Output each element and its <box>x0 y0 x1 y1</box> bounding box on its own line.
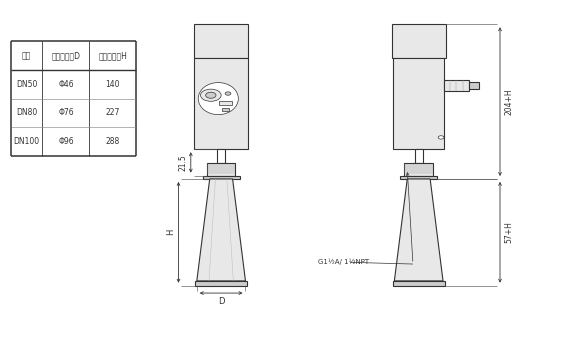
Bar <box>468 82 479 89</box>
Bar <box>393 281 445 286</box>
Bar <box>207 163 235 176</box>
Text: DN100: DN100 <box>14 137 40 146</box>
Polygon shape <box>394 179 443 281</box>
Text: H: H <box>166 229 175 236</box>
Bar <box>194 24 249 58</box>
Text: DN50: DN50 <box>16 80 37 89</box>
Text: 227: 227 <box>106 108 120 117</box>
Bar <box>222 108 229 112</box>
Circle shape <box>205 92 216 98</box>
Ellipse shape <box>198 83 238 115</box>
Text: 57+H: 57+H <box>504 221 513 243</box>
Bar <box>393 58 444 149</box>
Bar <box>414 149 422 163</box>
Bar <box>444 80 468 91</box>
Bar <box>195 281 247 286</box>
Text: DN80: DN80 <box>16 108 37 117</box>
Text: 21.5: 21.5 <box>179 154 187 171</box>
Text: Φ46: Φ46 <box>58 80 74 89</box>
Text: D: D <box>218 297 224 306</box>
Circle shape <box>200 89 221 101</box>
Text: 288: 288 <box>106 137 120 146</box>
Text: G1½A/ 1½NPT: G1½A/ 1½NPT <box>319 259 370 265</box>
Text: 140: 140 <box>106 80 120 89</box>
Polygon shape <box>197 179 246 281</box>
Circle shape <box>438 136 444 139</box>
Text: Φ76: Φ76 <box>58 108 74 117</box>
Bar <box>405 163 433 176</box>
Bar <box>203 176 240 179</box>
Text: Φ96: Φ96 <box>58 137 74 146</box>
Bar <box>391 24 446 58</box>
Text: 喘号口直径D: 喘号口直径D <box>52 51 80 60</box>
Text: 204+H: 204+H <box>504 88 513 115</box>
Bar <box>217 149 225 163</box>
Bar <box>194 58 249 149</box>
Text: 法兰: 法兰 <box>22 51 32 60</box>
Circle shape <box>225 92 231 95</box>
Bar <box>219 101 232 105</box>
Text: 喘号山高度H: 喘号山高度H <box>99 51 127 60</box>
Bar <box>400 176 437 179</box>
